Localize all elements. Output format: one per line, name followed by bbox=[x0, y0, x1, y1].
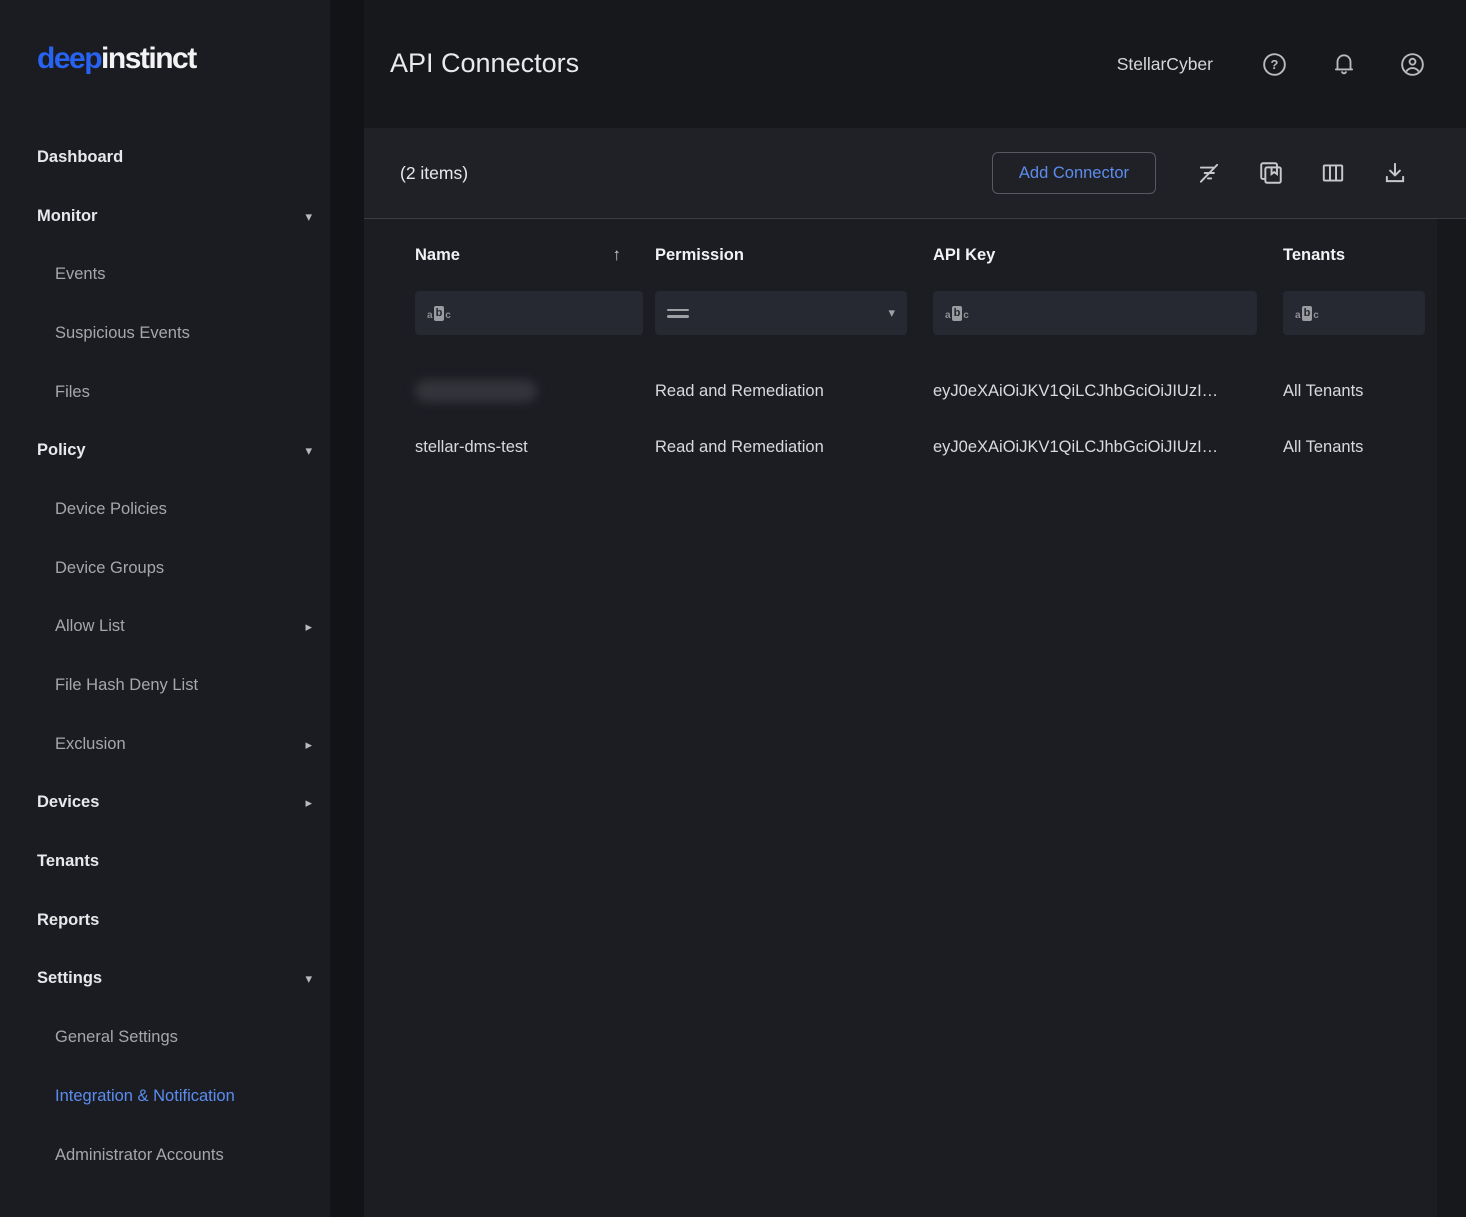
chevron-right-icon: ▸ bbox=[305, 619, 312, 635]
tenants-filter-text[interactable] bbox=[1326, 304, 1413, 322]
grid-toolbar: (2 items) Add Connector bbox=[364, 128, 1466, 218]
add-connector-button[interactable]: Add Connector bbox=[991, 152, 1156, 194]
page-header: API Connectors StellarCyber ? bbox=[364, 0, 1466, 128]
download-icon[interactable] bbox=[1382, 160, 1408, 186]
sidebar-item-exclusion[interactable]: Exclusion ▸ bbox=[55, 734, 312, 753]
column-header-api-key[interactable]: API Key bbox=[933, 245, 996, 264]
column-header-permission[interactable]: Permission bbox=[655, 245, 744, 264]
account-name: StellarCyber bbox=[1116, 53, 1213, 74]
sidebar-item-events[interactable]: Events bbox=[55, 265, 106, 284]
sidebar-item-suspicious-events[interactable]: Suspicious Events bbox=[55, 323, 190, 342]
chevron-right-icon: ▸ bbox=[305, 736, 312, 752]
permission-filter-dropdown[interactable]: ▾ bbox=[655, 291, 907, 335]
api-key-filter-text[interactable] bbox=[976, 304, 1245, 322]
sidebar-item-allow-list[interactable]: Allow List ▸ bbox=[55, 617, 312, 636]
cell-permission: Read and Remediation bbox=[655, 381, 824, 400]
logo-text-instinct: instinct bbox=[101, 42, 197, 75]
sidebar-content-gap bbox=[330, 0, 364, 1217]
sidebar-item-settings[interactable]: Settings ▾ bbox=[37, 969, 312, 988]
sidebar-item-tenants[interactable]: Tenants bbox=[37, 852, 100, 871]
table-row[interactable]: stellar-dms-test Read and Remediation ey… bbox=[364, 419, 1466, 475]
cell-name: stellar-dms-test bbox=[415, 437, 528, 456]
cell-permission: Read and Remediation bbox=[655, 437, 824, 456]
equals-icon bbox=[667, 305, 689, 322]
table-row[interactable]: Read and Remediation eyJ0eXAiOiJKV1QiLCJ… bbox=[364, 363, 1466, 419]
scrollbar-gutter[interactable] bbox=[1437, 219, 1466, 1217]
bell-icon[interactable] bbox=[1330, 51, 1357, 78]
cell-api-key: eyJ0eXAiOiJKV1QiLCJhbGciOiJIUzI… bbox=[933, 437, 1219, 456]
sidebar-item-policy[interactable]: Policy ▾ bbox=[37, 441, 312, 460]
chevron-down-icon: ▾ bbox=[305, 208, 312, 224]
columns-icon[interactable] bbox=[1320, 160, 1346, 186]
sidebar-item-reports[interactable]: Reports bbox=[37, 910, 100, 929]
sidebar-item-device-policies[interactable]: Device Policies bbox=[55, 499, 167, 518]
sidebar-item-devices[interactable]: Devices ▸ bbox=[37, 793, 312, 812]
toolbar-controls: Add Connector bbox=[991, 152, 1408, 194]
svg-text:?: ? bbox=[1271, 57, 1279, 72]
sidebar-item-integration-notification[interactable]: Integration & Notification bbox=[55, 1086, 235, 1105]
redacted-name bbox=[415, 380, 537, 402]
sidebar-item-dashboard[interactable]: Dashboard bbox=[37, 147, 124, 166]
main-area: API Connectors StellarCyber ? bbox=[364, 0, 1466, 1217]
account-icon[interactable] bbox=[1399, 51, 1426, 78]
sidebar-item-administrator-accounts[interactable]: Administrator Accounts bbox=[55, 1145, 224, 1164]
chevron-down-icon: ▾ bbox=[305, 971, 312, 987]
sidebar-item-monitor[interactable]: Monitor ▾ bbox=[37, 206, 312, 225]
sidebar: deepinstinct Dashboard Monitor ▾ Events … bbox=[0, 0, 330, 1217]
api-connectors-panel: (2 items) Add Connector bbox=[364, 128, 1466, 1217]
items-count: (2 items) bbox=[400, 162, 469, 183]
cell-tenants: All Tenants bbox=[1283, 437, 1364, 456]
logo-text-deep: deep bbox=[37, 42, 103, 75]
column-header-name[interactable]: Name ↑ bbox=[415, 245, 622, 264]
saved-views-icon[interactable] bbox=[1258, 160, 1284, 186]
table-header-row: Name ↑ Permission API Key Tenants bbox=[364, 219, 1466, 291]
sort-asc-icon[interactable]: ↑ bbox=[612, 245, 622, 264]
deep-instinct-logo: deepinstinct bbox=[37, 42, 197, 76]
cell-tenants: All Tenants bbox=[1283, 381, 1364, 400]
dropdown-caret-icon[interactable]: ▾ bbox=[888, 305, 895, 320]
column-header-tenants[interactable]: Tenants bbox=[1283, 245, 1346, 264]
chevron-right-icon: ▸ bbox=[305, 795, 312, 811]
sidebar-item-general-settings[interactable]: General Settings bbox=[55, 1028, 178, 1047]
toolbar-divider bbox=[364, 218, 1466, 219]
sidebar-item-device-groups[interactable]: Device Groups bbox=[55, 558, 165, 577]
page-title: API Connectors bbox=[390, 48, 580, 78]
header-right-controls: StellarCyber ? bbox=[1117, 0, 1426, 128]
cell-name bbox=[415, 380, 655, 402]
name-filter-text[interactable] bbox=[458, 304, 631, 322]
chevron-down-icon: ▾ bbox=[305, 443, 312, 459]
sidebar-item-files[interactable]: Files bbox=[55, 382, 90, 401]
filter-off-icon[interactable] bbox=[1196, 160, 1222, 186]
help-icon[interactable]: ? bbox=[1261, 51, 1288, 78]
sidebar-nav: Dashboard Monitor ▾ Events Suspicious Ev… bbox=[0, 128, 330, 1184]
sidebar-item-file-hash-deny-list[interactable]: File Hash Deny List bbox=[55, 676, 199, 695]
cell-api-key: eyJ0eXAiOiJKV1QiLCJhbGciOiJIUzI… bbox=[933, 381, 1219, 400]
